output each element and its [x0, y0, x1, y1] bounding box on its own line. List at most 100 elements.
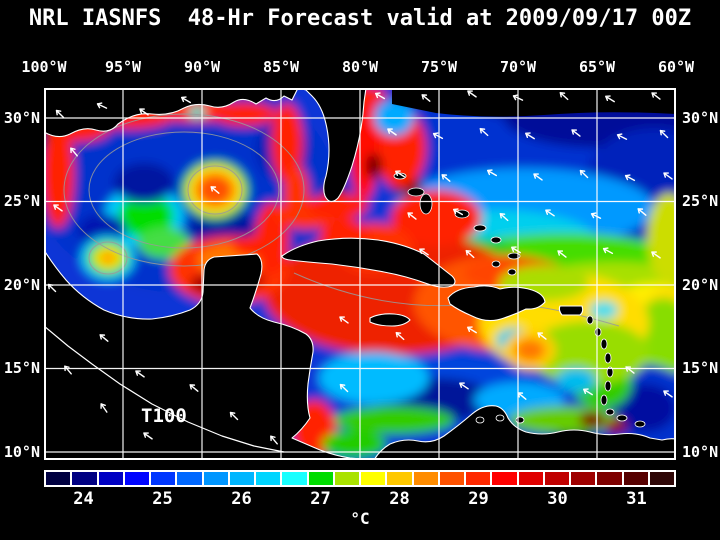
sst-blob — [308, 193, 368, 219]
colorbar-cell — [518, 472, 543, 485]
wind-vector — [659, 129, 669, 139]
wind-vector — [339, 316, 349, 324]
colorbar-cell — [544, 472, 569, 485]
wind-vector — [537, 332, 547, 340]
wind-vector — [459, 382, 469, 390]
colorbar-cell — [203, 472, 228, 485]
lat-tick-label: 10°N — [3, 443, 40, 461]
land-layer — [43, 87, 677, 461]
wind-vector — [47, 283, 57, 293]
colorbar-tick: 30 — [547, 489, 568, 509]
wind-vector — [616, 133, 628, 140]
sst-blob — [605, 419, 627, 433]
colorbar-tick: 24 — [73, 489, 94, 509]
sst-blob — [42, 118, 74, 228]
sst-blob — [100, 252, 116, 264]
colorbar-unit: °C — [350, 509, 370, 528]
lon-tick-label: 100°W — [21, 58, 67, 76]
land-florida — [297, 87, 367, 203]
colorbar-cell — [387, 472, 412, 485]
lat-tick-label: 25°N — [3, 192, 40, 210]
wind-vector — [467, 90, 477, 98]
colorbar-cell — [72, 472, 97, 485]
land-south-america — [373, 405, 677, 461]
colorbar-tick: 25 — [152, 489, 173, 509]
wind-vector — [602, 247, 614, 255]
wind-vector — [387, 128, 397, 136]
colorbar-cell — [361, 472, 386, 485]
plot-title: NRL IASNFS 48-Hr Forecast valid at 2009/… — [28, 6, 692, 31]
wind-vector — [467, 326, 477, 334]
wind-vector — [143, 432, 153, 440]
wind-vector — [139, 108, 149, 116]
wind-vector — [499, 212, 509, 222]
lat-tick-label: 30°N — [3, 109, 40, 127]
wind-vector — [511, 246, 521, 254]
colorbar-cell — [413, 472, 438, 485]
wind-vector — [557, 250, 567, 258]
colorbar-tick: 28 — [389, 489, 410, 509]
wind-vector — [135, 370, 145, 378]
lon-tick-label: 85°W — [262, 58, 300, 76]
wind-vector — [517, 392, 527, 400]
colorbar-tick: 27 — [310, 489, 331, 509]
colorbar-cell — [492, 472, 517, 485]
wind-vector — [395, 331, 405, 341]
wind-vector — [512, 94, 524, 101]
wind-vector — [407, 212, 417, 220]
lon-tick-label: 95°W — [104, 58, 142, 76]
wind-vector — [96, 102, 108, 109]
sst-blob — [391, 190, 481, 246]
sst-blob — [612, 384, 676, 432]
no-data-region — [392, 88, 676, 117]
field-depth-label: T100 — [141, 405, 187, 427]
wind-vector — [419, 248, 429, 256]
lon-tick-label: 90°W — [183, 58, 221, 76]
wind-vector — [590, 212, 602, 219]
sst-blob — [590, 301, 618, 319]
colorbar-cell — [649, 472, 674, 485]
wind-vector — [583, 388, 593, 396]
sst-blob — [114, 163, 174, 203]
wind-vector — [452, 208, 464, 216]
wind-vector — [465, 249, 475, 259]
wind-vector — [579, 169, 589, 179]
wind-vector — [525, 132, 535, 140]
sst-blob — [271, 103, 303, 183]
colorbar-cell — [597, 472, 622, 485]
colorbar-cell — [334, 472, 359, 485]
wind-vector — [545, 209, 555, 217]
colorbar-cell — [46, 472, 71, 485]
wind-vector — [637, 208, 647, 216]
sst-blob — [212, 102, 276, 126]
wind-vector — [395, 170, 405, 178]
colorbar-cell — [282, 472, 307, 485]
wind-vector — [651, 251, 661, 259]
sst-blob — [322, 430, 386, 458]
wind-vector — [479, 127, 489, 137]
wind-vector — [339, 383, 349, 393]
sst-field-svg: T100 — [30, 73, 720, 474]
colorbar-cell — [177, 472, 202, 485]
sst-blob — [138, 227, 190, 259]
colorbar-tick: 31 — [626, 489, 647, 509]
wind-vector — [571, 129, 581, 137]
lat-tick-label: 20°N — [3, 276, 40, 294]
wind-vector — [533, 173, 543, 181]
pacific-coastline — [43, 325, 285, 453]
wind-vector — [441, 174, 451, 182]
lon-tick-label: 80°W — [341, 58, 379, 76]
lon-tick-label: 70°W — [499, 58, 537, 76]
colorbar-tick: 29 — [468, 489, 489, 509]
lon-tick-label: 75°W — [420, 58, 458, 76]
wind-vector — [270, 435, 278, 445]
sst-blob — [188, 106, 206, 118]
wind-vector — [99, 334, 109, 342]
lon-tick-label: 65°W — [578, 58, 616, 76]
map-frame — [44, 88, 676, 460]
land-hispaniola — [447, 285, 546, 322]
wind-vector — [625, 366, 635, 374]
wind-vector — [432, 132, 444, 140]
lon-tick-label: 60°W — [657, 58, 695, 76]
